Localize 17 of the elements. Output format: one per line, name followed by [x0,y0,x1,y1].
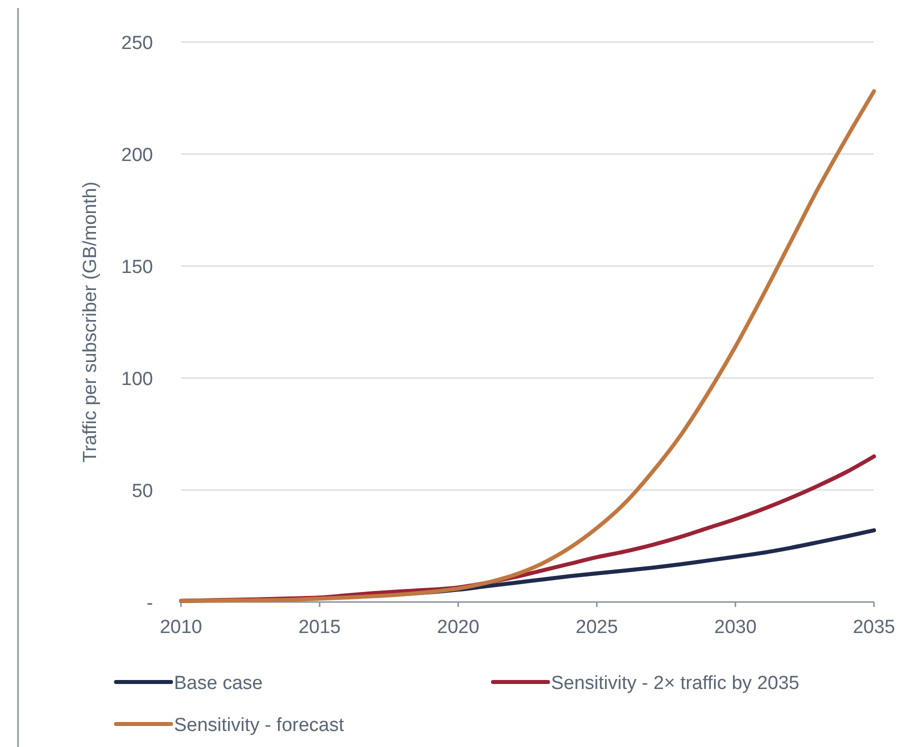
legend-label: Sensitivity - 2× traffic by 2035 [551,673,800,694]
legend-label: Base case [174,673,263,694]
y-tick-label: 100 [121,369,153,390]
x-tick-label: 2030 [714,617,757,638]
y-tick-label: 200 [121,145,153,166]
y-tick-label: 50 [132,481,153,502]
y-tick-label: 250 [121,33,153,54]
x-tick-label: 2020 [437,617,480,638]
legend-label: Sensitivity - forecast [174,715,345,736]
line-series [179,89,876,603]
y-tick-label: 150 [121,257,153,278]
x-tick-label: 2010 [160,617,202,638]
x-tick-label: 2015 [298,617,341,638]
y-tick-label: - [146,593,153,614]
x-tick-label: 2035 [852,617,896,638]
x-tick-label: 2025 [576,617,618,638]
y-axis-title: Traffic per subscriber (GB/month) [80,182,101,462]
